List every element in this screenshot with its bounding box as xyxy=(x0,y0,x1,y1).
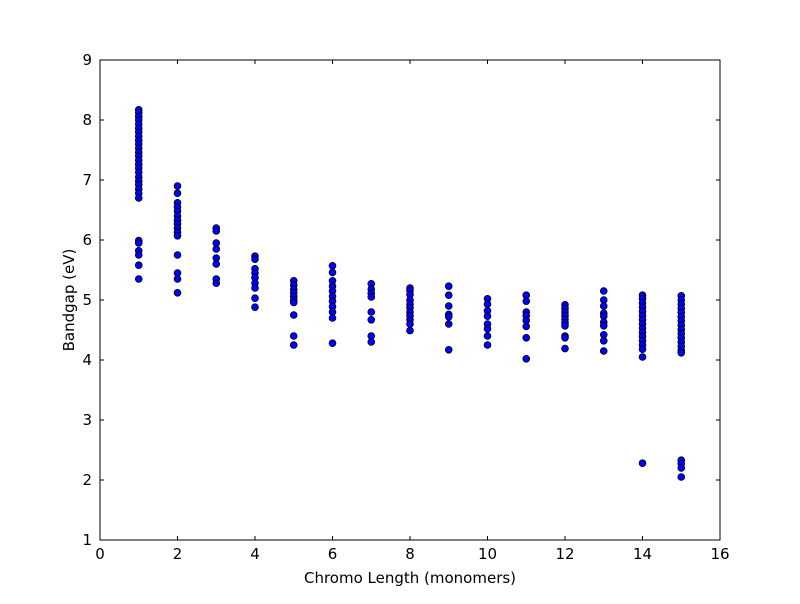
y-tick-label: 8 xyxy=(82,111,92,129)
data-point xyxy=(483,324,492,333)
data-point xyxy=(367,338,376,346)
y-axis-label: Bandgap (eV) xyxy=(60,249,78,352)
y-tick-label: 9 xyxy=(82,51,92,69)
x-tick-label: 0 xyxy=(95,545,105,563)
points-layer xyxy=(134,106,686,481)
data-point xyxy=(134,275,143,283)
x-tick-label: 12 xyxy=(555,545,574,563)
y-tick-label: 7 xyxy=(82,171,92,189)
x-tick-label: 8 xyxy=(405,545,415,563)
data-point xyxy=(522,354,531,363)
y-tick-label: 1 xyxy=(82,531,92,549)
data-point xyxy=(406,320,414,328)
data-point xyxy=(406,326,414,335)
data-point xyxy=(173,232,182,240)
y-tick-label: 4 xyxy=(82,351,92,369)
data-point xyxy=(638,353,647,361)
data-point xyxy=(173,275,182,283)
data-point xyxy=(599,321,608,330)
data-point xyxy=(599,287,608,295)
data-point xyxy=(289,332,298,340)
data-point xyxy=(483,300,492,309)
data-point xyxy=(677,464,686,472)
data-point xyxy=(367,308,376,316)
data-point xyxy=(251,284,259,292)
data-point xyxy=(599,302,608,310)
data-point xyxy=(677,473,686,481)
data-point xyxy=(134,261,143,270)
data-point xyxy=(367,315,376,324)
y-tick-label: 2 xyxy=(82,471,92,489)
data-point xyxy=(173,288,182,297)
data-point xyxy=(134,251,143,259)
data-point xyxy=(483,312,492,321)
data-point xyxy=(173,251,182,259)
data-point xyxy=(328,261,337,270)
x-tick-label: 16 xyxy=(710,545,729,563)
data-point xyxy=(251,303,259,312)
data-point xyxy=(173,189,182,198)
data-point xyxy=(638,345,647,354)
data-point xyxy=(173,182,182,190)
data-point xyxy=(212,260,221,268)
data-point xyxy=(134,194,143,202)
data-point xyxy=(483,332,492,340)
x-tick-label: 10 xyxy=(478,545,497,563)
data-point xyxy=(599,347,608,355)
data-point xyxy=(483,341,492,349)
data-point xyxy=(444,320,453,328)
x-tick-label: 6 xyxy=(328,545,338,563)
data-point xyxy=(599,336,608,345)
data-point xyxy=(561,321,569,330)
data-point xyxy=(444,282,453,291)
data-point xyxy=(522,322,531,331)
y-tick-label: 3 xyxy=(82,411,92,429)
y-tick-label: 5 xyxy=(82,291,92,309)
data-point xyxy=(367,293,376,301)
data-point xyxy=(522,333,531,342)
data-point xyxy=(444,312,453,321)
x-tick-label: 14 xyxy=(633,545,652,563)
data-point xyxy=(289,298,298,307)
data-point xyxy=(212,245,221,253)
data-point xyxy=(134,239,143,247)
data-point xyxy=(561,333,569,342)
data-point xyxy=(444,302,453,310)
data-point xyxy=(444,291,453,300)
x-tick-label: 4 xyxy=(250,545,260,563)
data-point xyxy=(328,339,337,348)
x-tick-label: 2 xyxy=(173,545,183,563)
data-point xyxy=(328,314,337,322)
y-tick-label: 6 xyxy=(82,231,92,249)
data-point xyxy=(251,294,259,303)
data-point xyxy=(328,268,337,277)
data-point xyxy=(444,345,453,354)
data-point xyxy=(677,348,686,357)
data-point xyxy=(289,311,298,319)
x-axis-label: Chromo Length (monomers) xyxy=(304,569,516,587)
data-point xyxy=(561,344,569,353)
data-point xyxy=(251,255,259,264)
data-point xyxy=(522,297,531,306)
data-point xyxy=(212,279,221,288)
data-point xyxy=(638,459,647,468)
data-point xyxy=(212,227,221,235)
data-point xyxy=(289,341,298,349)
